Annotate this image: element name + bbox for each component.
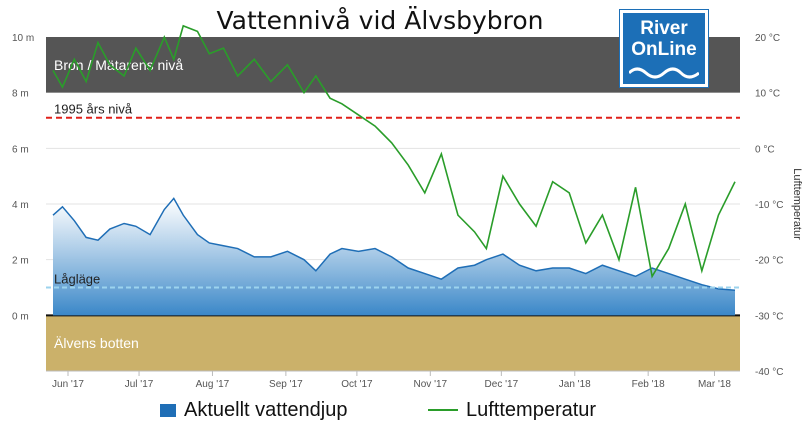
y-right-tick-label: -20 °C <box>755 256 783 267</box>
legend-item-depth[interactable]: Aktuellt vattendjup <box>160 397 347 423</box>
legend-label-temperature: Lufttemperatur <box>466 398 597 421</box>
y-right-tick-label: 20 °C <box>755 33 780 44</box>
logo-line-online: OnLine <box>631 39 697 60</box>
y-left-tick-label: 8 m <box>12 89 29 100</box>
y-left-tick-label: 4 m <box>12 200 29 211</box>
temperature-series-line <box>52 24 736 279</box>
x-tick-label: Nov '17 <box>414 379 448 390</box>
legend-symbol-bar <box>160 403 176 417</box>
y-right-tick-label: -10 °C <box>755 200 783 211</box>
x-tick-label: Jun '17 <box>52 379 84 390</box>
y-right-tick-label: -30 °C <box>755 311 783 322</box>
legend-label-depth: Aktuellt vattendjup <box>184 398 348 421</box>
depth-series-line <box>52 197 736 292</box>
logo-line-river: River <box>640 18 688 39</box>
y-right-tick-label: 10 °C <box>755 89 780 100</box>
bridge-band-label: Bron / Mätarens nivå <box>54 57 183 73</box>
y-left-tick-label: 0 m <box>12 311 29 322</box>
x-tick-label: Mar '18 <box>698 379 731 390</box>
level-1995-label: 1995 års nivå <box>54 102 133 117</box>
legend-symbol-line <box>428 409 458 411</box>
river-online-logo[interactable]: River OnLine <box>620 10 708 87</box>
y-left-tick-label: 10 m <box>12 33 34 44</box>
y-right-tick-label: 0 °C <box>755 144 775 155</box>
x-tick-label: Jan '18 <box>559 379 591 390</box>
y-left-tick-label: 2 m <box>12 256 29 267</box>
wave-icon <box>629 67 699 79</box>
riverbed-band <box>46 315 740 371</box>
x-tick-label: Oct '17 <box>341 379 373 390</box>
x-tick-label: Sep '17 <box>269 379 303 390</box>
x-tick-label: Feb '18 <box>632 379 665 390</box>
chart-title: Vattennivå vid Älvsbybron <box>216 6 544 35</box>
low-level-label: Lågläge <box>54 272 100 287</box>
legend-item-temperature[interactable]: Lufttemperatur <box>428 397 596 423</box>
y-right-axis-title: Lufttemperatur <box>791 168 803 240</box>
y-right-tick-label: -40 °C <box>755 367 783 378</box>
x-tick-label: Dec '17 <box>485 379 519 390</box>
x-tick-label: Aug '17 <box>196 379 230 390</box>
x-tick-label: Jul '17 <box>125 379 154 390</box>
depth-area <box>53 198 735 316</box>
riverbed-band-label: Älvens botten <box>54 335 139 351</box>
y-left-tick-label: 6 m <box>12 144 29 155</box>
